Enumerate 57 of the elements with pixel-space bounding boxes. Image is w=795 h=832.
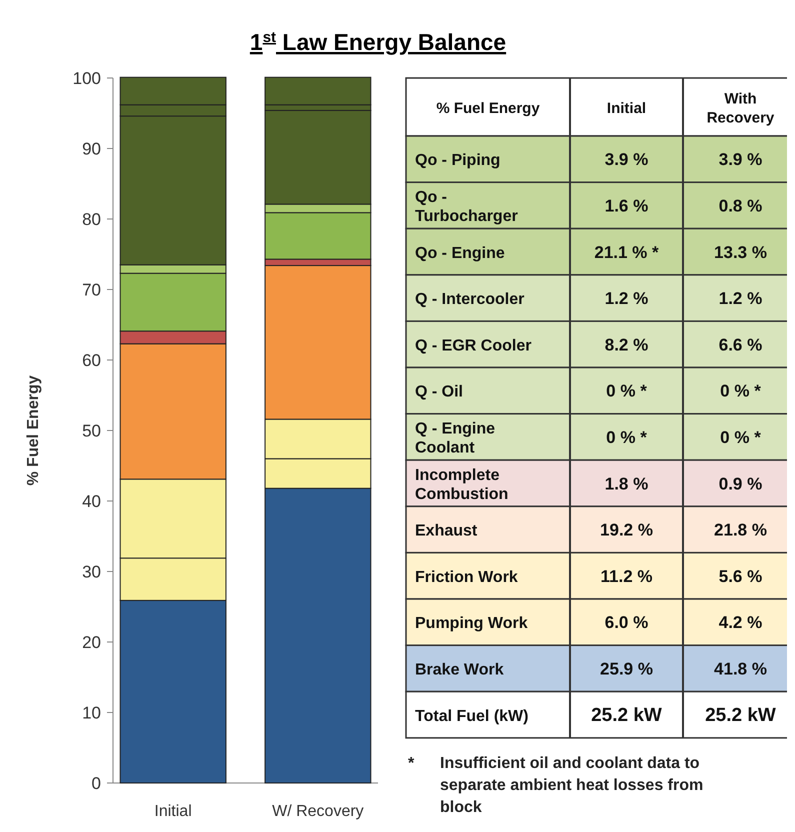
- text: Qo - Engine: [415, 244, 505, 262]
- text: Q - Engine Coolant: [415, 420, 496, 456]
- text: 0 % *: [720, 428, 762, 447]
- text: 25.2 kW: [591, 704, 662, 726]
- text: % Fuel Energy: [436, 100, 540, 117]
- text: 0 % *: [720, 382, 762, 401]
- text: 25.2 kW: [705, 704, 776, 726]
- text: * Insufficient oil and coolant data to separate ambient heat losses from block: [408, 754, 704, 816]
- x-tick-label: W/ Recovery: [272, 803, 364, 820]
- text: Qo - Piping: [415, 152, 500, 170]
- y-tick-label: 70: [82, 280, 101, 300]
- y-tick-label: 90: [82, 140, 101, 158]
- chart-title: 1$^{st}$ Law Energy Balance: [250, 28, 506, 55]
- text: Total Fuel (kW): [415, 708, 528, 725]
- text: 41.8 %: [714, 659, 767, 678]
- text: With Recovery: [706, 90, 775, 126]
- text: Brake Work: [415, 661, 504, 678]
- y-tick-label: 100: [72, 69, 101, 88]
- y-tick-label: 20: [82, 633, 101, 652]
- text: Pumping Work: [415, 615, 528, 632]
- text: Exhaust: [415, 522, 478, 540]
- y-tick-label: 60: [82, 351, 101, 370]
- text: 0 % *: [606, 428, 648, 447]
- text: 21.8 %: [714, 520, 767, 540]
- text: Q - Oil: [415, 384, 463, 401]
- text: 3.9 %: [718, 150, 762, 170]
- y-tick-label: 0: [92, 774, 101, 793]
- y-tick-label: 30: [82, 562, 101, 582]
- text: 19.2 %: [600, 520, 653, 540]
- text: 0.8 %: [718, 196, 762, 216]
- text: 21.1 % *: [594, 242, 660, 262]
- text: 6.0 %: [604, 613, 648, 632]
- text: 3.9 %: [604, 150, 648, 170]
- text: 11.2 %: [600, 566, 652, 586]
- text: 25.9 %: [600, 659, 653, 678]
- text: 1.6 %: [604, 196, 648, 216]
- text: 6.6 %: [718, 335, 762, 354]
- text: Friction Work: [415, 568, 518, 586]
- text: Q - EGR Cooler: [415, 337, 532, 354]
- text: 1.2 %: [604, 289, 648, 308]
- text: Initial: [606, 100, 646, 117]
- y-axis-title: % Fuel Energy: [25, 375, 42, 486]
- text: 8.2 %: [604, 335, 648, 354]
- text: 4.2 %: [718, 613, 762, 632]
- text: 13.3 %: [714, 242, 767, 262]
- text: Qo - Turbocharger: [415, 188, 518, 225]
- y-tick-label: 10: [82, 704, 101, 722]
- text: 1.8 %: [604, 474, 648, 494]
- text: Incomplete Combustion: [415, 466, 508, 503]
- text: 5.6 %: [718, 566, 762, 586]
- y-tick-label: 40: [82, 492, 101, 511]
- y-tick-label: 80: [82, 210, 101, 229]
- y-tick-label: 50: [82, 422, 101, 440]
- text: Q - Intercooler: [415, 291, 524, 308]
- text: 0.9 %: [718, 474, 762, 494]
- text: 1.2 %: [718, 289, 762, 308]
- text: 0 % *: [606, 382, 648, 401]
